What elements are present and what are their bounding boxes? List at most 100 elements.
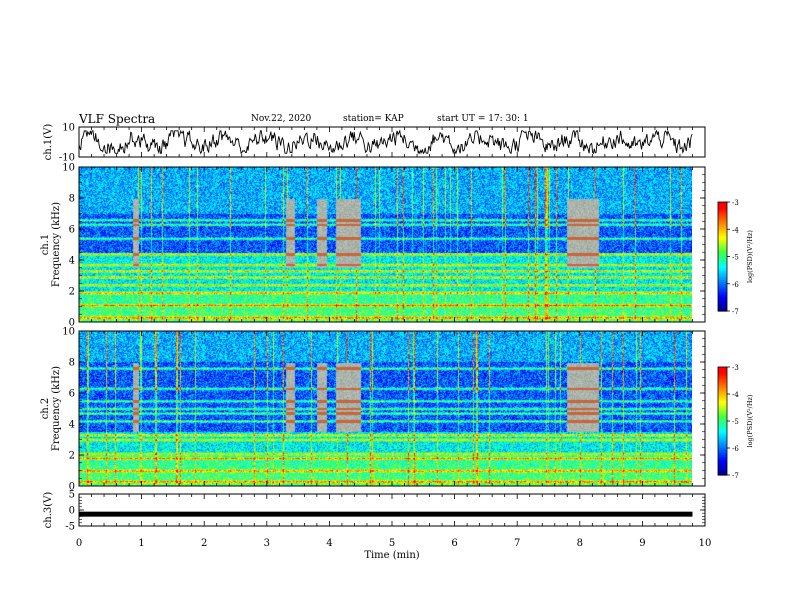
ch1-spectrogram-colorbar-cell xyxy=(718,236,727,239)
ch2-spectrogram-colorbar-cell xyxy=(718,444,727,447)
ch2-spectrogram-colorbar-cell xyxy=(718,451,727,454)
ch1-waveform-line xyxy=(78,129,693,155)
start-time-label: start UT = 17: 30: 1 xyxy=(437,114,529,124)
ch2-spectrogram-colorbar-cell xyxy=(718,381,727,384)
ch2-spectrogram-colorbar-cell xyxy=(718,379,727,382)
ch1-spectrogram-colorbar-cell xyxy=(718,240,727,243)
ch2-spectrogram-colorbar-cell xyxy=(718,367,727,370)
x-tick-label: 3 xyxy=(264,538,270,549)
ch1-spectrogram-ytick-label: 8 xyxy=(69,194,75,205)
ch2-spectrogram-colorbar-cell xyxy=(718,383,727,386)
ch2-spectrogram-colorbar-cell xyxy=(718,473,727,476)
ch2-spectrogram-colorbar-tick-label: -6 xyxy=(732,445,739,453)
ch1-spectrogram-colorbar-cell xyxy=(718,281,727,285)
ch2-spectrogram-colorbar-cell xyxy=(718,385,727,388)
ch1-spectrogram-colorbar-cell xyxy=(718,278,727,281)
ch1-spectrogram-colorbar-cell xyxy=(718,234,727,238)
ch1-spectrogram-colorbar-cell xyxy=(718,225,727,229)
ch2-spectrogram-colorbar-cell xyxy=(718,460,727,463)
ch1-spectrogram-colorbar-cell xyxy=(718,214,727,218)
ch1-spectrogram-colorbar-cell xyxy=(718,216,727,219)
ch2-spectrogram-colorbar-cell xyxy=(718,386,727,390)
ch1-spectrogram-colorbar-cell xyxy=(718,251,727,254)
ch1-spectrogram-colorbar-cell xyxy=(718,203,727,207)
ch1-spectrogram-ytick-label: 4 xyxy=(69,256,75,267)
ch2-spectrogram-colorbar-cell xyxy=(718,415,727,418)
ch2-spectrogram-colorbar-cell xyxy=(718,368,727,372)
ch2-spectrogram-colorbar-cell xyxy=(718,435,727,438)
ch1-spectrogram-colorbar-cell xyxy=(718,205,727,209)
ch1-spectrogram-colorbar-cell xyxy=(718,303,727,307)
x-tick-label: 6 xyxy=(451,538,457,549)
ch1-spectrogram-colorbar-cell xyxy=(718,247,727,250)
ch1-spectrogram-colorbar-tick-label: -7 xyxy=(732,308,739,316)
ch1-spectrogram-colorbar-cell xyxy=(718,256,727,259)
x-tick-label: 0 xyxy=(76,538,82,549)
ch2-spectrogram-heatmap-cells xyxy=(79,331,692,486)
ch1-spectrogram-colorbar-cell xyxy=(718,305,727,308)
ch1-spectrogram-colorbar-cell xyxy=(718,272,727,276)
ch2-spectrogram-colorbar-cell xyxy=(718,408,727,411)
ch1-spectrogram-heatmap-cells xyxy=(79,167,692,322)
ch2-spectrogram-colorbar-cell xyxy=(718,466,727,469)
ch2-spectrogram-colorbar-cell xyxy=(718,394,727,397)
x-tick-label: 8 xyxy=(577,538,583,549)
ch1-spectrogram-colorbar-cell xyxy=(718,218,727,221)
ch1-spectrogram-colorbar-cell xyxy=(718,274,727,278)
ch1-spectrogram-colorbar-cell xyxy=(718,289,727,292)
ch2-spectrogram-colorbar-cell xyxy=(718,412,727,415)
x-tick-label: 9 xyxy=(639,538,645,549)
ch2-spectrogram-colorbar-cell xyxy=(718,421,727,424)
ch2-spectrogram-colorbar-cell xyxy=(718,395,727,399)
ch2-spectrogram-colorbar-label: log(PSD)(V²/Hz) xyxy=(746,394,754,447)
x-tick-label: 1 xyxy=(138,538,144,549)
ch1-spectrogram-colorbar-cell xyxy=(718,212,727,216)
ch2-spectrogram-colorbar-cell xyxy=(718,404,727,408)
ch2-spectrogram-colorbar-tick-label: -7 xyxy=(732,472,739,480)
ch1-spectrogram-colorbar-cell xyxy=(718,307,727,310)
x-tick-label: 7 xyxy=(514,538,520,549)
ch1-waveform-ytick-label: -10 xyxy=(59,153,75,164)
ch1-spectrogram-colorbar-cell xyxy=(718,221,727,225)
ch1-spectrogram-colorbar-cell xyxy=(718,276,727,279)
ch2-spectrogram-ylabel-channel: ch.2 xyxy=(40,398,51,420)
ch2-spectrogram-colorbar-cell xyxy=(718,388,727,391)
ch2-spectrogram-colorbar-cell xyxy=(718,471,727,474)
ch2-spectrogram-colorbar-cell xyxy=(718,458,727,462)
ch2-spectrogram-colorbar-cell xyxy=(718,370,727,373)
ch2-spectrogram-colorbar-cell xyxy=(718,448,727,451)
ch1-spectrogram-colorbar-cell xyxy=(718,269,727,272)
ch2-spectrogram-colorbar-cell xyxy=(718,431,727,435)
ch2-spectrogram-colorbar-cell xyxy=(718,457,727,460)
ch1-spectrogram-colorbar-cell xyxy=(718,271,727,274)
ch2-spectrogram-ytick-label: 2 xyxy=(69,451,75,462)
ch2-spectrogram-colorbar-cell xyxy=(718,424,727,427)
ch1-spectrogram-colorbar-cell xyxy=(718,292,727,296)
x-tick-label: 10 xyxy=(699,538,712,549)
ch2-spectrogram-colorbar-cell xyxy=(718,453,727,456)
ch1-spectrogram-colorbar-cell xyxy=(718,294,727,298)
ch1-spectrogram-ytick-label: 10 xyxy=(62,163,75,174)
ch1-spectrogram-ytick-label: 0 xyxy=(69,318,75,329)
x-tick-label: 2 xyxy=(201,538,207,549)
ch2-spectrogram-ytick-label: 10 xyxy=(62,327,75,338)
ch1-spectrogram-colorbar-cell xyxy=(718,280,727,283)
station-label: station= KAP xyxy=(343,114,404,124)
x-tick-label: 5 xyxy=(389,538,395,549)
ch2-spectrogram-ylabel-frequency: Frequency (kHz) xyxy=(51,366,62,451)
ch1-spectrogram-colorbar-tick-label: -4 xyxy=(732,226,739,234)
ch2-spectrogram-colorbar-tick-label: -5 xyxy=(732,418,739,426)
ch2-spectrogram-colorbar-cell xyxy=(718,469,727,472)
ch1-spectrogram-colorbar-cell xyxy=(718,285,727,288)
x-axis-label: Time (min) xyxy=(364,550,419,561)
ch2-spectrogram-colorbar-cell xyxy=(718,372,727,375)
ch1-spectrogram-colorbar-cell xyxy=(718,220,727,223)
ch2-spectrogram-colorbar-cell xyxy=(718,422,727,426)
ch2-spectrogram-colorbar-cell xyxy=(718,464,727,467)
ch3-signal-band xyxy=(79,511,693,517)
ch2-spectrogram-colorbar-cell xyxy=(718,377,727,381)
ch1-spectrogram-ytick-label: 2 xyxy=(69,287,75,298)
ch1-spectrogram-colorbar-tick-label: -6 xyxy=(732,281,739,289)
ch1-spectrogram-colorbar-cell xyxy=(718,238,727,241)
